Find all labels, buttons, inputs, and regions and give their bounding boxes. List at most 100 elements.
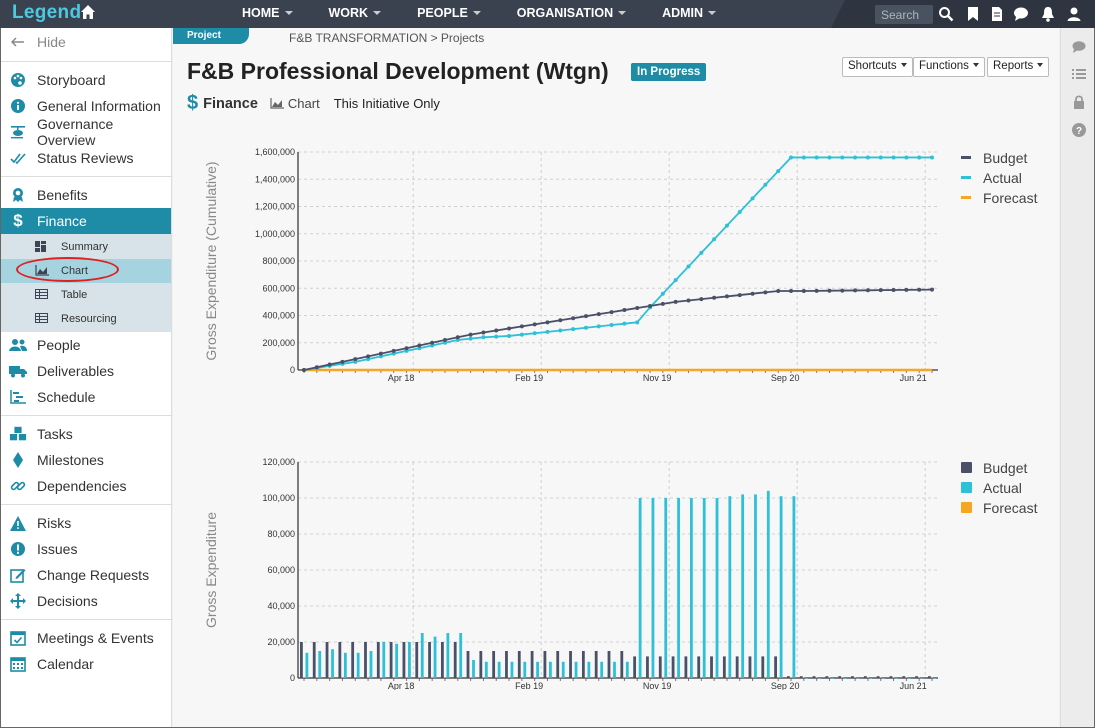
data-point-actual <box>494 334 499 339</box>
sidebar-item-status-reviews[interactable]: Status Reviews <box>1 145 171 171</box>
bar-actual <box>677 498 680 678</box>
award-icon <box>9 186 27 204</box>
list-icon[interactable] <box>1072 67 1086 81</box>
data-point-actual <box>904 155 909 160</box>
sidebar-item-finance[interactable]: $ Finance <box>1 208 171 234</box>
bar-forecast <box>315 677 318 678</box>
bar-forecast <box>802 677 805 678</box>
nav-organisation[interactable]: ORGANISATION <box>517 0 627 28</box>
shortcuts-button[interactable]: Shortcuts <box>842 57 913 77</box>
bar-budget <box>325 642 329 678</box>
data-point-actual <box>840 155 845 160</box>
divider <box>1 415 171 416</box>
bar-forecast <box>905 677 908 678</box>
bar-forecast <box>815 677 818 678</box>
document-icon[interactable] <box>989 6 1005 22</box>
chevron-down-icon <box>284 11 293 15</box>
data-point-budget <box>571 316 576 321</box>
bar-budget <box>428 642 431 678</box>
sidebar-item-risks[interactable]: Risks <box>1 510 171 536</box>
bar-forecast <box>892 677 895 678</box>
bar-budget <box>466 651 470 678</box>
data-point-budget <box>827 288 832 293</box>
nav-work[interactable]: WORK <box>329 0 382 28</box>
data-point-budget <box>430 340 435 345</box>
x-tick-label: Apr 18 <box>388 373 415 383</box>
sidebar-subitem-resourcing[interactable]: Resourcing <box>1 307 171 331</box>
bar-forecast <box>918 677 921 678</box>
data-point-budget <box>789 288 794 293</box>
calendar-check-icon <box>9 629 27 647</box>
breadcrumb[interactable]: F&B TRANSFORMATION > Projects <box>289 31 485 45</box>
view-label[interactable]: Chart <box>287 96 320 111</box>
user-icon[interactable] <box>1066 6 1082 22</box>
bar-forecast <box>392 677 395 678</box>
bar-budget <box>389 642 393 678</box>
sidebar-item-calendar[interactable]: Calendar <box>1 651 171 677</box>
search-input[interactable] <box>875 5 933 24</box>
sidebar-item-governance-overview[interactable]: Governance Overview <box>1 116 171 148</box>
sidebar-item-decisions[interactable]: Decisions <box>1 588 171 614</box>
lock-icon[interactable] <box>1072 95 1086 109</box>
nav-admin[interactable]: ADMIN <box>662 0 717 28</box>
bar-forecast <box>725 677 728 678</box>
sidebar-item-people[interactable]: People <box>1 332 171 358</box>
data-point-actual <box>660 291 665 296</box>
app-logo[interactable]: Legend <box>12 2 82 23</box>
sidebar-item-change-requests[interactable]: Change Requests <box>1 562 171 588</box>
gantt-icon <box>9 388 27 406</box>
nav-people[interactable]: PEOPLE <box>417 0 481 28</box>
bell-icon[interactable] <box>1040 6 1056 22</box>
sidebar-item-schedule[interactable]: Schedule <box>1 384 171 410</box>
scope-label[interactable]: This Initiative Only <box>333 96 440 111</box>
page-title: F&B Professional Development (Wtgn) <box>187 58 609 84</box>
search-icon[interactable] <box>938 6 954 22</box>
sidebar-subitem-table[interactable]: Table <box>1 283 171 307</box>
data-point-actual <box>507 333 512 338</box>
bar-budget <box>928 676 931 678</box>
hide-sidebar-button[interactable]: Hide <box>1 28 171 56</box>
bar-budget <box>812 676 816 678</box>
sidebar-item-tasks[interactable]: Tasks <box>1 421 171 447</box>
bar-budget <box>440 642 444 678</box>
data-point-actual <box>699 250 704 255</box>
reports-button[interactable]: Reports <box>987 57 1050 77</box>
chat-icon[interactable] <box>1013 6 1029 22</box>
bar-forecast <box>328 677 331 678</box>
bar-actual <box>523 661 527 678</box>
data-point-budget <box>686 298 691 303</box>
legend-label: Actual <box>983 170 1022 186</box>
data-point-budget <box>353 357 358 362</box>
data-point-budget <box>622 308 627 313</box>
help-icon[interactable]: ? <box>1072 123 1086 137</box>
sidebar-subitem-summary[interactable]: Summary <box>1 235 171 259</box>
comment-icon[interactable] <box>1072 40 1086 54</box>
chevron-down-icon <box>708 11 717 15</box>
divider <box>1 176 171 177</box>
nav-home[interactable]: HOME <box>242 0 293 28</box>
bar-budget <box>556 651 560 678</box>
sidebar-item-deliverables[interactable]: Deliverables <box>1 358 171 384</box>
bar-actual <box>561 661 565 678</box>
home-icon[interactable] <box>80 4 96 20</box>
sidebar-item-issues[interactable]: Issues <box>1 536 171 562</box>
data-point-budget <box>417 343 422 348</box>
truck-icon <box>9 362 27 380</box>
sidebar-item-storyboard[interactable]: Storyboard <box>1 67 171 93</box>
legend-swatch <box>961 462 972 473</box>
data-point-budget <box>314 365 319 370</box>
data-point-actual <box>712 237 717 242</box>
warning-icon <box>9 514 27 532</box>
top-navigation-bar: Legend HOME WORK PEOPLE ORGANISATION ADM… <box>0 0 1095 28</box>
users-icon <box>9 336 27 354</box>
sidebar-item-dependencies[interactable]: Dependencies <box>1 473 171 499</box>
sidebar-item-general-information[interactable]: General Information <box>1 93 171 119</box>
sidebar-item-benefits[interactable]: Benefits <box>1 182 171 208</box>
data-point-budget <box>648 303 653 308</box>
sidebar-item-milestones[interactable]: Milestones <box>1 447 171 473</box>
bar-forecast <box>508 677 511 678</box>
cumulative-expenditure-chart: 0 200,000 400,000 600,000 800,000 1,000,000 1,… <box>203 147 1038 383</box>
bookmark-icon[interactable] <box>965 6 981 22</box>
sidebar-item-meetings-events[interactable]: Meetings & Events <box>1 625 171 651</box>
functions-button[interactable]: Functions <box>913 57 985 77</box>
